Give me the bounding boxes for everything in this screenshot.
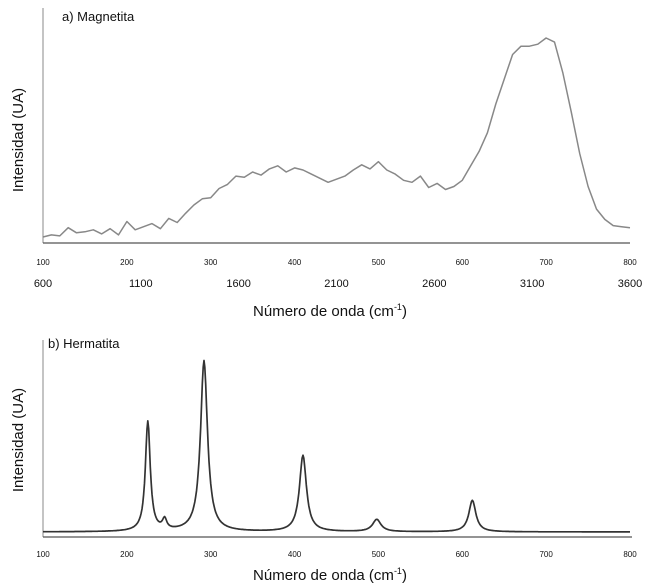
chart-b-x-tick-label: 300 [204, 550, 218, 559]
chart-a-x-tick-label: 800 [623, 258, 637, 267]
chart-a-x-tick-label: 400 [288, 258, 302, 267]
chart-b-x-label-sup: -1 [394, 566, 402, 576]
chart-a-x-label-sup: -1 [394, 302, 402, 312]
chart-b-x-tick-label: 200 [120, 550, 134, 559]
chart-b-x-tick-label: 500 [372, 550, 386, 559]
chart-a-x-tick-label: 100 [36, 258, 50, 267]
chart-a-x-tick-label: 600 [456, 258, 470, 267]
chart-a-x-ticks-primary: 100 200 300 400 500 600 700 800 [36, 258, 637, 267]
chart-a-x-label: Número de onda (cm-1) [253, 302, 407, 320]
chart-a-title: a) Magnetita [62, 9, 135, 24]
chart-a-x-tick-label-secondary: 3600 [618, 278, 642, 290]
chart-a-x-tick-label: 500 [372, 258, 386, 267]
chart-a-x-tick-label: 200 [120, 258, 134, 267]
chart-a-x-tick-label-secondary: 1100 [129, 278, 153, 290]
chart-a-x-ticks-secondary: 600 1100 1600 2100 2600 3100 3600 [34, 278, 642, 290]
chart-b: b) Hermatita Intensidad (UA) 100 200 300 40… [10, 336, 637, 584]
chart-a-x-tick-label-secondary: 2600 [422, 278, 446, 290]
chart-a-x-label-close: ) [402, 303, 407, 320]
chart-a-x-label-text: Número de onda (cm [253, 303, 394, 320]
chart-a-x-tick-label: 700 [539, 258, 553, 267]
chart-b-x-tick-label: 800 [623, 550, 637, 559]
chart-a: a) Magnetita Intensidad (UA) 100 200 300 40… [10, 8, 642, 320]
chart-a-x-tick-label: 300 [204, 258, 218, 267]
chart-b-x-tick-label: 400 [288, 550, 302, 559]
chart-b-x-tick-label: 100 [36, 550, 50, 559]
chart-b-x-tick-label: 700 [539, 550, 553, 559]
chart-b-series-line [42, 359, 631, 533]
chart-a-x-tick-label-secondary: 1600 [226, 278, 250, 290]
chart-b-x-label-text: Número de onda (cm [253, 567, 394, 584]
chart-b-x-label-close: ) [402, 567, 407, 584]
chart-b-x-tick-label: 600 [456, 550, 470, 559]
chart-a-y-label: Intensidad (UA) [10, 88, 27, 192]
chart-b-title: b) Hermatita [48, 336, 120, 351]
chart-a-x-tick-label-secondary: 600 [34, 278, 52, 290]
chart-a-series-line [42, 37, 631, 238]
chart-b-y-label: Intensidad (UA) [10, 388, 27, 492]
chart-b-x-label: Número de onda (cm-1) [253, 566, 407, 584]
chart-b-x-ticks: 100 200 300 400 500 600 700 800 [36, 550, 637, 559]
chart-a-x-tick-label-secondary: 2100 [324, 278, 348, 290]
chart-a-x-tick-label-secondary: 3100 [520, 278, 544, 290]
